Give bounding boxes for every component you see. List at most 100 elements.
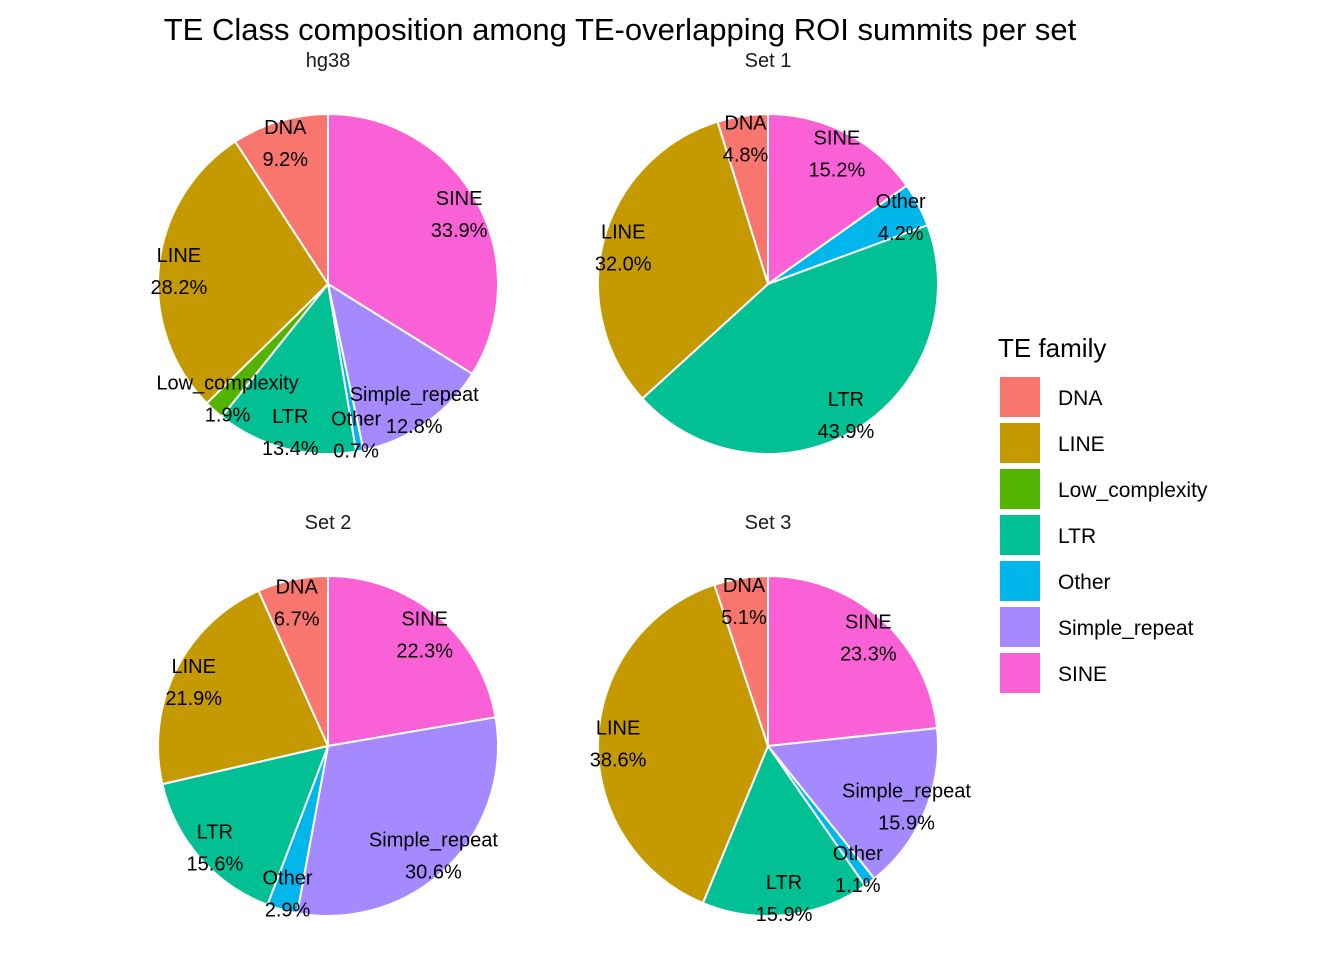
slice-category-label: LINE	[596, 718, 640, 740]
slice-value-label: 0.7%	[333, 440, 379, 462]
legend-swatch	[1000, 469, 1040, 509]
slice-value-label: 9.2%	[263, 149, 309, 171]
legend-swatch	[1000, 377, 1040, 417]
slice-category-label: LTR	[197, 822, 233, 844]
legend-item-low-complexity: Low_complexity	[1000, 469, 1208, 509]
slice-value-label: 38.6%	[590, 750, 647, 772]
slice-category-label: Simple_repeat	[842, 781, 971, 803]
pie-slice-simple-repeat	[326, 281, 474, 452]
slice-value-label: 21.9%	[165, 688, 222, 710]
slice-category-label: LINE	[171, 656, 215, 678]
pie-slice-sine	[767, 112, 909, 286]
legend-swatch	[1000, 515, 1040, 555]
slice-category-label: Simple_repeat	[350, 384, 479, 406]
slice-category-label: SINE	[845, 612, 892, 634]
slice-category-label: DNA	[724, 113, 767, 135]
slice-category-label: LINE	[157, 245, 201, 267]
slice-category-label: DNA	[276, 576, 319, 598]
legend-label: SINE	[1058, 663, 1107, 686]
legend-item-other: Other	[1000, 561, 1111, 601]
legend-label: Low_complexity	[1058, 479, 1208, 502]
panel-title: Set 2	[305, 512, 352, 534]
slice-value-label: 1.1%	[835, 875, 881, 897]
slice-category-label: DNA	[723, 575, 766, 597]
slice-value-label: 4.8%	[723, 145, 769, 167]
slice-category-label: LINE	[601, 222, 645, 244]
slice-category-label: Other	[876, 191, 926, 213]
slice-category-label: Other	[331, 408, 381, 430]
slice-value-label: 22.3%	[396, 640, 453, 662]
pie-panels: hg38SINE33.9%Simple_repeat12.8%Other0.7%…	[151, 50, 972, 926]
slice-value-label: 1.9%	[205, 404, 251, 426]
legend-swatch	[1000, 607, 1040, 647]
panel-title: hg38	[306, 50, 351, 72]
pie-slice-line	[597, 120, 770, 400]
slice-category-label: Other	[833, 843, 883, 865]
pie-slice-simple-repeat	[296, 716, 499, 918]
slice-value-label: 6.7%	[274, 608, 320, 630]
slice-value-label: 12.8%	[386, 416, 443, 438]
pie-slice-simple-repeat	[766, 727, 939, 881]
slice-value-label: 32.0%	[595, 254, 652, 276]
chart-title: TE Class composition among TE-overlappin…	[164, 12, 1077, 47]
pie-panel-set-3: Set 3 SINE 23.3% Simple_repeat 15.9% Other 1.1…	[590, 512, 972, 926]
legend-label: Simple_repeat	[1058, 617, 1194, 640]
pie-slice-sine	[327, 574, 497, 748]
slice-category-label: SINE	[436, 188, 483, 210]
slice-category-label: SINE	[814, 128, 861, 150]
legend-item-line: LINE	[1000, 423, 1105, 463]
legend-swatch	[1000, 423, 1040, 463]
slice-value-label: 5.1%	[721, 607, 767, 629]
pie-panel-set-1: Set 1 SINE 15.2% Other 4.2% LTR 43.9% LINE 32.0%…	[595, 50, 939, 455]
legend-item-dna: DNA	[1000, 377, 1102, 417]
pie-slice-line	[157, 589, 330, 786]
slice-category-label: DNA	[264, 117, 307, 139]
pie-slice-line	[157, 140, 330, 405]
slice-value-label: 15.9%	[878, 813, 935, 835]
slice-value-label: 28.2%	[151, 277, 208, 299]
pie-slice-ltr	[161, 744, 330, 907]
slice-category-label: LTR	[766, 872, 802, 894]
slice-value-label: 2.9%	[265, 899, 311, 921]
slice-category-label: Other	[262, 867, 312, 889]
legend-label: DNA	[1058, 387, 1102, 410]
slice-value-label: 30.6%	[405, 862, 462, 884]
slice-value-label: 4.2%	[878, 223, 924, 245]
legend: TE family DNA LINE Low_complexity LTR Other S…	[998, 333, 1208, 693]
slice-value-label: 13.4%	[262, 438, 319, 460]
pie-panel-set-2: Set 2 SINE 22.3% Simple_repeat 30.6% Other 2.9…	[157, 512, 499, 921]
legend-title: TE family	[998, 333, 1106, 363]
pie-slice-ltr	[640, 223, 939, 455]
pie-slice-ltr	[701, 743, 867, 917]
slice-category-label: Low_complexity	[156, 372, 298, 394]
slice-category-label: SINE	[401, 608, 448, 630]
pie-slice-dna	[257, 574, 329, 747]
legend-label: LINE	[1058, 433, 1105, 456]
slice-value-label: 15.9%	[756, 904, 813, 926]
pie-slice-dna	[233, 112, 329, 288]
legend-swatch	[1000, 653, 1040, 693]
slice-category-label: LTR	[828, 389, 864, 411]
legend-label: Other	[1058, 571, 1111, 594]
slice-category-label: LTR	[272, 406, 308, 428]
legend-label: LTR	[1058, 525, 1096, 548]
pie-slice-ltr	[220, 281, 358, 455]
legend-item-simple-repeat: Simple_repeat	[1000, 607, 1194, 647]
slice-value-label: 23.3%	[840, 644, 897, 666]
legend-item-sine: SINE	[1000, 653, 1107, 693]
panel-title: Set 3	[745, 512, 792, 534]
slice-category-label: Simple_repeat	[369, 830, 498, 852]
pie-slice-dna	[716, 112, 769, 285]
pie-slice-dna	[713, 574, 769, 747]
slice-value-label: 15.2%	[809, 160, 866, 182]
pie-slice-line	[597, 583, 770, 905]
legend-item-ltr: LTR	[1000, 515, 1096, 555]
pie-panel-hg38: hg38 SINE 33.9% Simple_repeat 12.8%Other 0.7%…	[151, 50, 499, 462]
slice-value-label: 43.9%	[818, 421, 875, 443]
panel-title: Set 1	[745, 50, 792, 72]
legend-swatch	[1000, 561, 1040, 601]
pie-slice-sine	[327, 112, 499, 376]
slice-value-label: 33.9%	[431, 220, 488, 242]
slice-value-label: 15.6%	[187, 854, 244, 876]
